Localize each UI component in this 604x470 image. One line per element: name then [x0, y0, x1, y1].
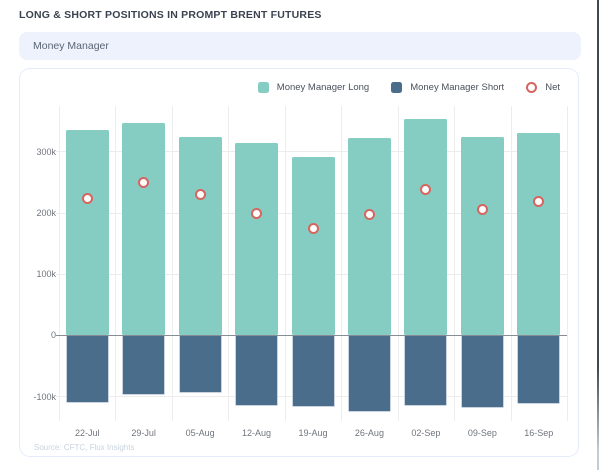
vertical-gridline — [397, 106, 399, 421]
bar-short[interactable] — [347, 335, 391, 412]
bar-short[interactable] — [291, 335, 335, 407]
x-tick-label: 19-Aug — [298, 428, 328, 438]
bar-short[interactable] — [404, 335, 448, 406]
bar-long[interactable] — [404, 118, 448, 336]
vertical-gridline — [115, 106, 117, 421]
bar-long[interactable] — [65, 130, 109, 336]
net-marker[interactable] — [363, 208, 375, 220]
bar-short[interactable] — [178, 335, 222, 393]
bar-short[interactable] — [122, 335, 166, 396]
plot-area — [56, 106, 568, 421]
net-marker[interactable] — [194, 188, 206, 200]
x-tick-label: 05-Aug — [185, 428, 215, 438]
x-axis: 22-Jul 29-Jul 05-Aug 12-Aug 19-Aug 26-Aug 02-S… — [59, 428, 567, 442]
x-tick-label: 12-Aug — [242, 428, 272, 438]
vertical-gridline — [341, 106, 343, 421]
y-tick-label: 0 — [50, 330, 56, 341]
net-marker[interactable] — [138, 176, 150, 188]
net-marker[interactable] — [420, 183, 432, 195]
x-tick-label: 29-Jul — [131, 428, 156, 438]
bar-long[interactable] — [517, 132, 561, 336]
bar-short[interactable] — [235, 335, 279, 406]
net-marker[interactable] — [81, 192, 93, 204]
x-tick-label: 22-Jul — [74, 428, 100, 438]
net-marker[interactable] — [476, 203, 488, 215]
page-title: LONG & SHORT POSITIONS IN PROMPT BRENT F… — [19, 9, 322, 21]
series-filter-pill[interactable]: Money Manager — [19, 32, 581, 60]
net-marker[interactable] — [251, 208, 263, 220]
vertical-gridline — [59, 106, 60, 421]
filter-pill-label: Money Manager — [33, 40, 109, 52]
bar-short[interactable] — [460, 335, 504, 408]
y-tick-label: 200k — [36, 208, 56, 219]
vertical-gridline — [171, 106, 173, 421]
x-tick-label: 09-Sep — [467, 428, 497, 438]
bar-long[interactable] — [235, 143, 279, 336]
x-tick-label: 26-Aug — [354, 428, 384, 438]
bar-long[interactable] — [460, 137, 504, 336]
series-swatch-icon — [391, 82, 403, 93]
legend-label: Money Manager Short — [410, 82, 505, 93]
vertical-gridline — [284, 106, 286, 421]
net-ring-icon — [526, 82, 538, 93]
series-swatch-icon — [257, 82, 269, 93]
legend-item-money-manager-short[interactable]: Money Manager Short — [391, 82, 504, 93]
bar-long[interactable] — [347, 137, 391, 336]
y-tick-label: 300k — [36, 146, 56, 157]
net-marker[interactable] — [533, 195, 545, 207]
bar-long[interactable] — [178, 136, 222, 336]
legend-label: Net — [545, 82, 560, 93]
vertical-gridline — [454, 106, 456, 421]
bar-short[interactable] — [517, 335, 561, 404]
net-marker[interactable] — [307, 222, 319, 234]
vertical-gridline — [228, 106, 230, 421]
legend-item-net[interactable]: Net — [526, 82, 560, 93]
x-tick-label: 02-Sep — [411, 428, 441, 438]
legend-item-money-manager-long[interactable]: Money Manager Long — [257, 82, 370, 93]
chart-legend: Money Manager Long Money Manager Short Net — [257, 82, 560, 93]
y-tick-label: 100k — [36, 269, 56, 280]
bar-long[interactable] — [122, 122, 166, 336]
window-edge-line — [597, 0, 599, 470]
source-note: Source: CFTC, Flux Insights — [34, 443, 135, 452]
bar-long[interactable] — [291, 156, 335, 336]
legend-label: Money Manager Long — [276, 82, 370, 93]
chart-card: Money Manager Long Money Manager Short Net… — [19, 68, 579, 457]
zero-axis-line — [56, 334, 567, 337]
vertical-gridline — [567, 106, 568, 421]
y-tick-label: -100k — [33, 391, 56, 402]
y-axis: 300k 200k 100k 0 -100k — [20, 106, 56, 421]
vertical-gridline — [510, 106, 512, 421]
x-tick-label: 16-Sep — [524, 428, 554, 438]
bar-short[interactable] — [65, 335, 109, 404]
gridline — [56, 151, 567, 153]
